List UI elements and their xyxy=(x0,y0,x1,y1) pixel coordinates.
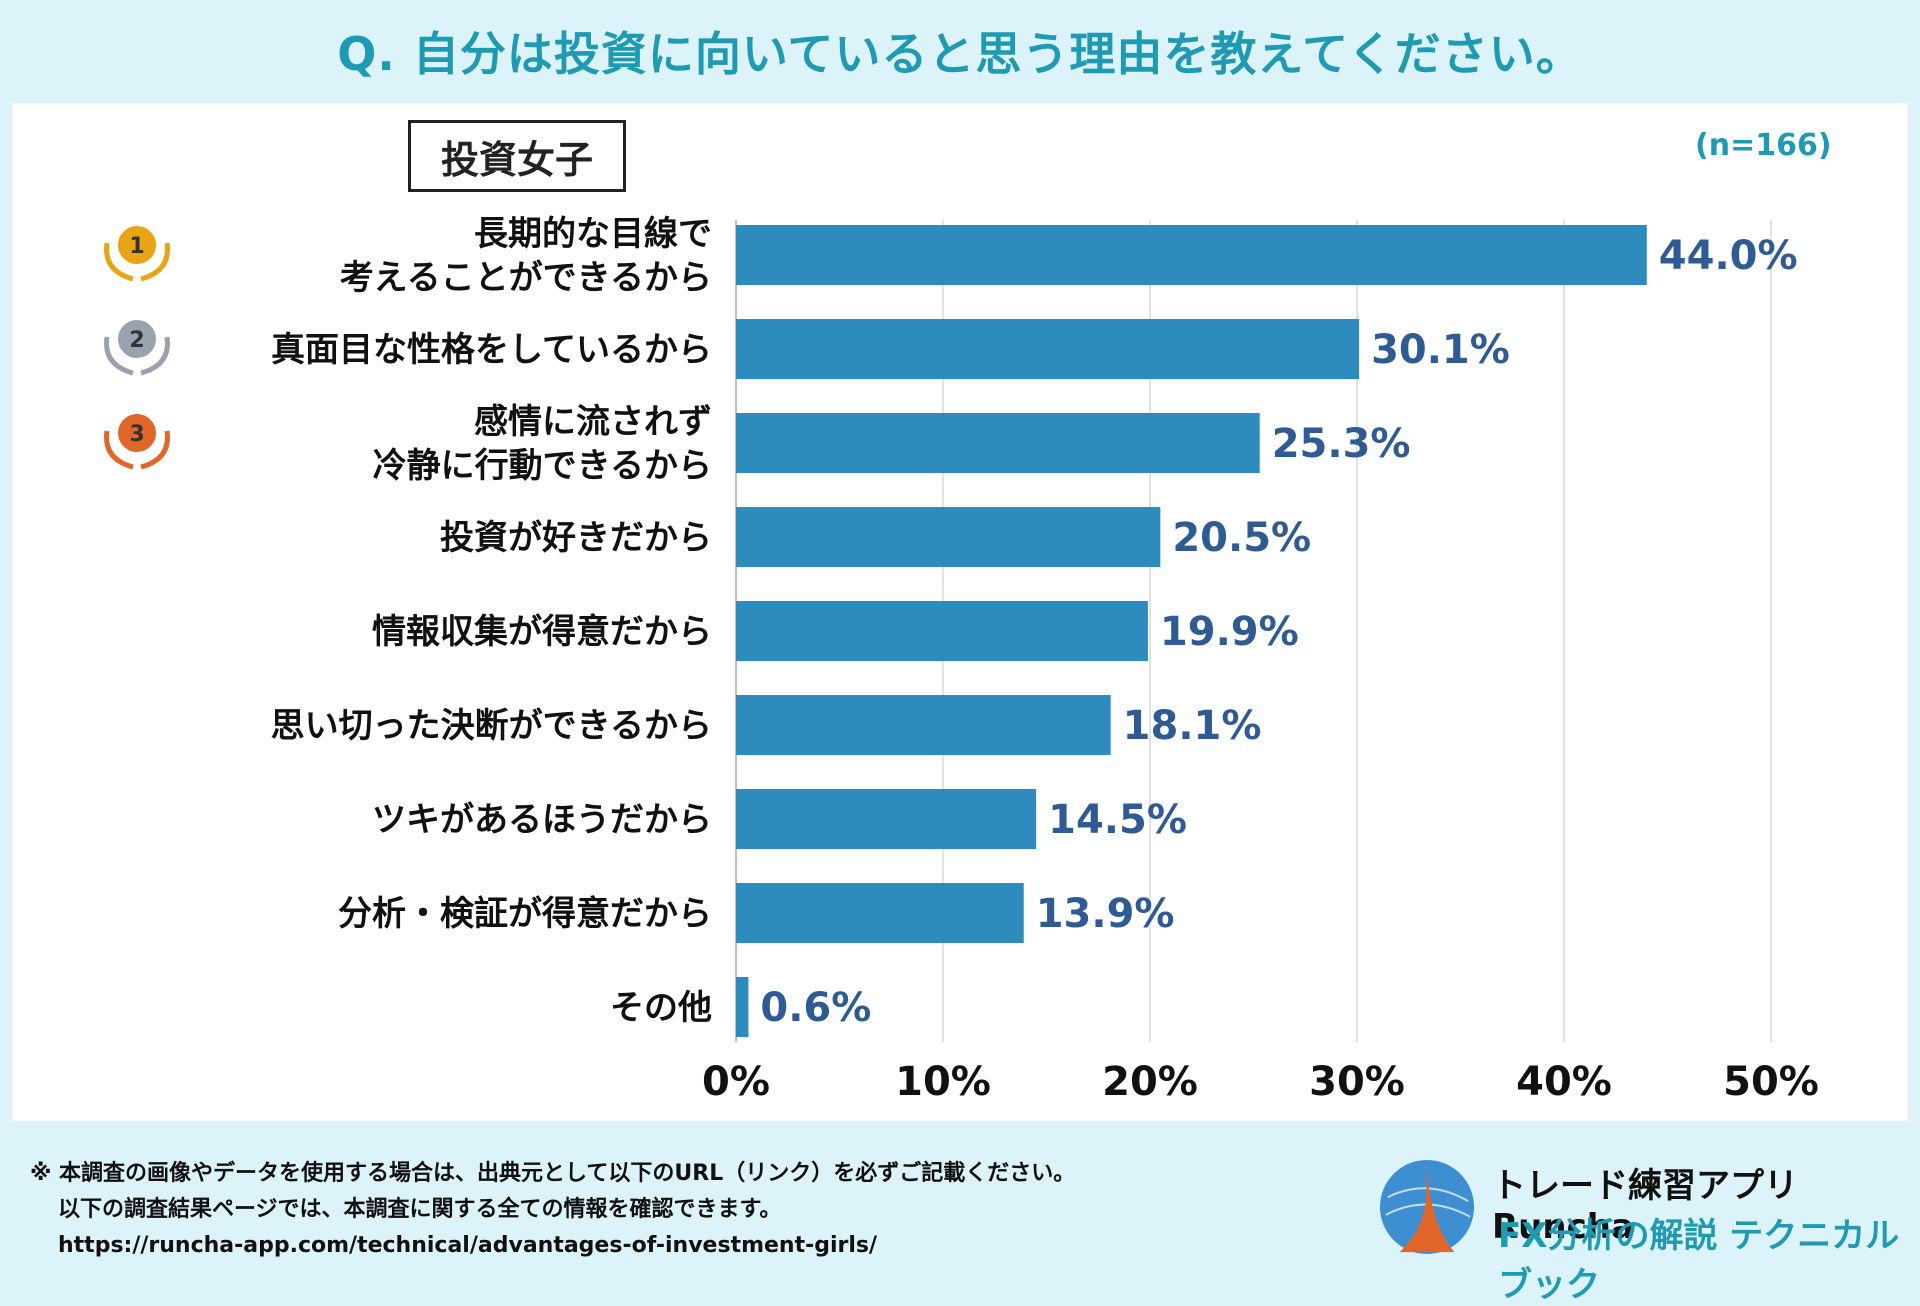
category-label: その他 xyxy=(610,988,712,1028)
chart-title: Q. 自分は投資に向いていると思う理由を教えてください。 xyxy=(337,27,1583,81)
brand-app-name: トレード練習アプリ Runcha xyxy=(1492,1166,1798,1247)
x-tick-label: 30% xyxy=(1309,1059,1405,1105)
medal-icon xyxy=(116,318,158,360)
medal-wreath-icon xyxy=(140,242,170,282)
category-label: 長期的な目線で xyxy=(474,214,712,254)
group-label: 投資女子 xyxy=(408,120,626,192)
category-label: 感情に流されず xyxy=(474,402,712,442)
medal-wreath-icon xyxy=(104,242,134,282)
value-label: 20.5% xyxy=(1172,515,1311,561)
medal-wreath-icon xyxy=(104,336,134,376)
footer-note-line1: ※ 本調査の画像やデータを使用する場合は、出典元として以下のURL（リンク）を必… xyxy=(30,1161,1076,1186)
runcha-logo-icon xyxy=(1379,1159,1475,1255)
medal-wreath-icon xyxy=(140,430,170,470)
category-label: 真面目な性格をしているから xyxy=(271,330,712,370)
value-label: 30.1% xyxy=(1371,327,1510,373)
medal-rank-label: 3 xyxy=(129,422,144,447)
bar xyxy=(736,601,1148,661)
bar xyxy=(736,319,1360,379)
category-label: 冷静に行動できるから xyxy=(373,446,712,486)
value-label: 19.9% xyxy=(1160,609,1299,655)
category-label: 分析・検証が得意だから xyxy=(338,894,712,934)
x-tick-label: 10% xyxy=(895,1059,991,1105)
medal-rank-label: 1 xyxy=(129,234,144,259)
medal-wreath-icon xyxy=(140,336,170,376)
x-tick-label: 50% xyxy=(1723,1059,1819,1105)
bar xyxy=(736,225,1647,285)
brand-subtitle: FX分析の解説 テクニカルブック xyxy=(1498,1216,1900,1305)
bar xyxy=(736,789,1037,849)
category-label: 考えることができるから xyxy=(340,258,712,298)
category-label: 思い切った決断ができるから xyxy=(271,706,712,746)
bar xyxy=(736,507,1161,567)
medal-icon xyxy=(116,224,158,266)
bar xyxy=(736,413,1260,473)
sample-size: (n=166) xyxy=(1695,128,1832,163)
value-label: 18.1% xyxy=(1123,703,1262,749)
medal-rank-label: 2 xyxy=(129,328,144,353)
footer-note: ※ 本調査の画像やデータを使用する場合は、出典元として以下のURL（リンク）を必… xyxy=(30,1156,1075,1264)
bar xyxy=(736,695,1111,755)
medal-icon xyxy=(116,412,158,454)
medal-wreath-icon xyxy=(104,430,134,470)
value-label: 44.0% xyxy=(1659,233,1798,279)
bar xyxy=(736,883,1024,943)
bar xyxy=(736,977,749,1037)
footer-note-line2: 以下の調査結果ページでは、本調査に関する全ての情報を確認できます。 xyxy=(58,1197,782,1222)
category-label: ツキがあるほうだから xyxy=(372,800,712,840)
category-label: 投資が好きだから xyxy=(440,518,712,558)
x-tick-label: 20% xyxy=(1102,1059,1198,1105)
x-tick-label: 40% xyxy=(1516,1059,1612,1105)
value-label: 0.6% xyxy=(760,985,871,1031)
x-tick-label: 0% xyxy=(702,1059,770,1105)
footer-url[interactable]: https://runcha-app.com/technical/advanta… xyxy=(58,1233,878,1258)
value-label: 14.5% xyxy=(1048,797,1187,843)
value-label: 13.9% xyxy=(1036,891,1175,937)
value-label: 25.3% xyxy=(1272,421,1411,467)
category-label: 情報収集が得意だから xyxy=(372,612,712,652)
